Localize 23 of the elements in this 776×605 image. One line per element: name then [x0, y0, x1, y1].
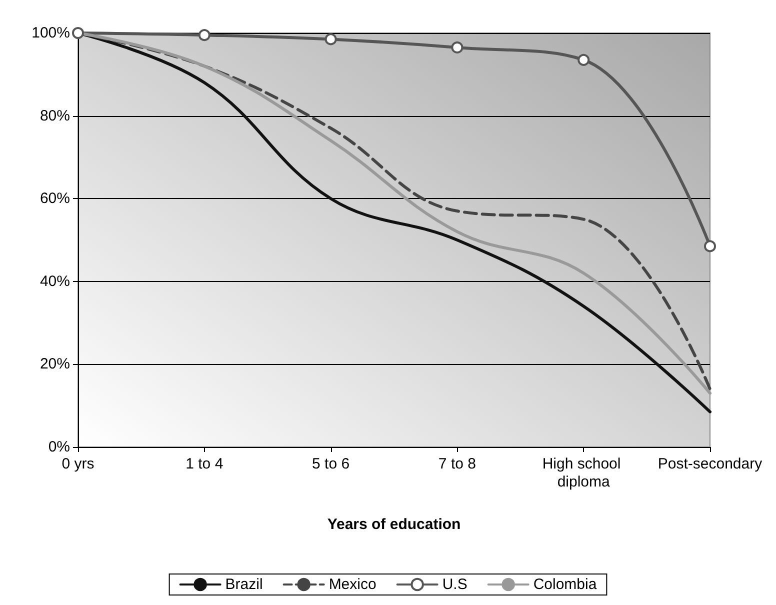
y-tick-label: 40%	[40, 272, 70, 290]
x-tick-label: 1 to 4	[186, 456, 224, 472]
point	[578, 54, 590, 66]
legend-label: U.S	[442, 576, 468, 593]
point	[72, 27, 84, 39]
legend-label: Mexico	[328, 576, 376, 593]
y-tick-label: 80%	[40, 107, 70, 124]
legend-label: Brazil	[225, 576, 263, 593]
point	[704, 240, 716, 252]
y-tick-label: 20%	[40, 356, 70, 373]
y-tick-label: 60%	[40, 190, 70, 208]
point	[198, 29, 210, 42]
x-tick-label: Post-secondary	[658, 456, 763, 472]
y-tick-label: 100%	[32, 24, 70, 42]
x-tick-label: 7 to 8	[438, 456, 476, 472]
x-axis-title: Years of education	[327, 516, 461, 533]
y-tick-label: 0%	[48, 438, 70, 456]
legend-label: Colombia	[533, 576, 598, 593]
x-tick-label: 0 yrs	[62, 456, 94, 472]
point	[451, 41, 464, 54]
x-tick-label: 5 to 6	[312, 456, 350, 472]
x-tick-label: High school diploma	[542, 456, 625, 490]
point	[324, 33, 337, 46]
